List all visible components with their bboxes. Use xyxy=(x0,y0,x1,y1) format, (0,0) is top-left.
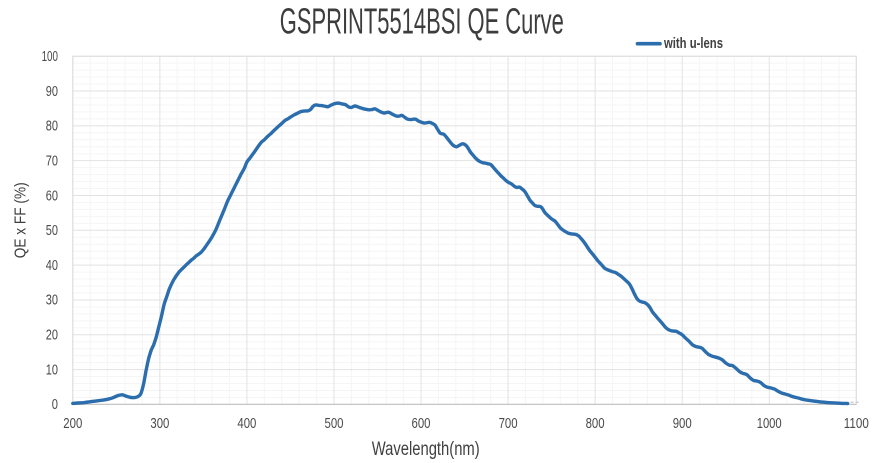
svg-text:40: 40 xyxy=(46,258,58,274)
svg-text:500: 500 xyxy=(325,416,344,432)
svg-text:800: 800 xyxy=(586,416,605,432)
svg-text:30: 30 xyxy=(46,293,58,309)
svg-text:600: 600 xyxy=(412,416,431,432)
svg-text:20: 20 xyxy=(46,328,58,344)
svg-text:700: 700 xyxy=(499,416,518,432)
svg-text:90: 90 xyxy=(46,84,58,100)
svg-text:Wavelength(nm): Wavelength(nm) xyxy=(372,439,480,460)
svg-text:60: 60 xyxy=(46,188,58,204)
svg-text:900: 900 xyxy=(673,416,692,432)
svg-text:QE x FF (%): QE x FF (%) xyxy=(13,182,30,258)
svg-text:50: 50 xyxy=(46,223,58,239)
svg-text:70: 70 xyxy=(46,154,58,170)
svg-text:10: 10 xyxy=(46,362,58,378)
svg-text:GSPRINT5514BSI QE Curve: GSPRINT5514BSI QE Curve xyxy=(280,1,564,42)
svg-text:1000: 1000 xyxy=(757,416,782,432)
svg-text:200: 200 xyxy=(63,416,82,432)
svg-text:0: 0 xyxy=(52,397,58,413)
svg-text:1100: 1100 xyxy=(844,416,869,432)
svg-text:with u-lens: with u-lens xyxy=(663,35,723,52)
svg-text:100: 100 xyxy=(42,49,58,65)
svg-text:300: 300 xyxy=(150,416,169,432)
svg-text:400: 400 xyxy=(237,416,256,432)
svg-text:80: 80 xyxy=(46,119,58,135)
